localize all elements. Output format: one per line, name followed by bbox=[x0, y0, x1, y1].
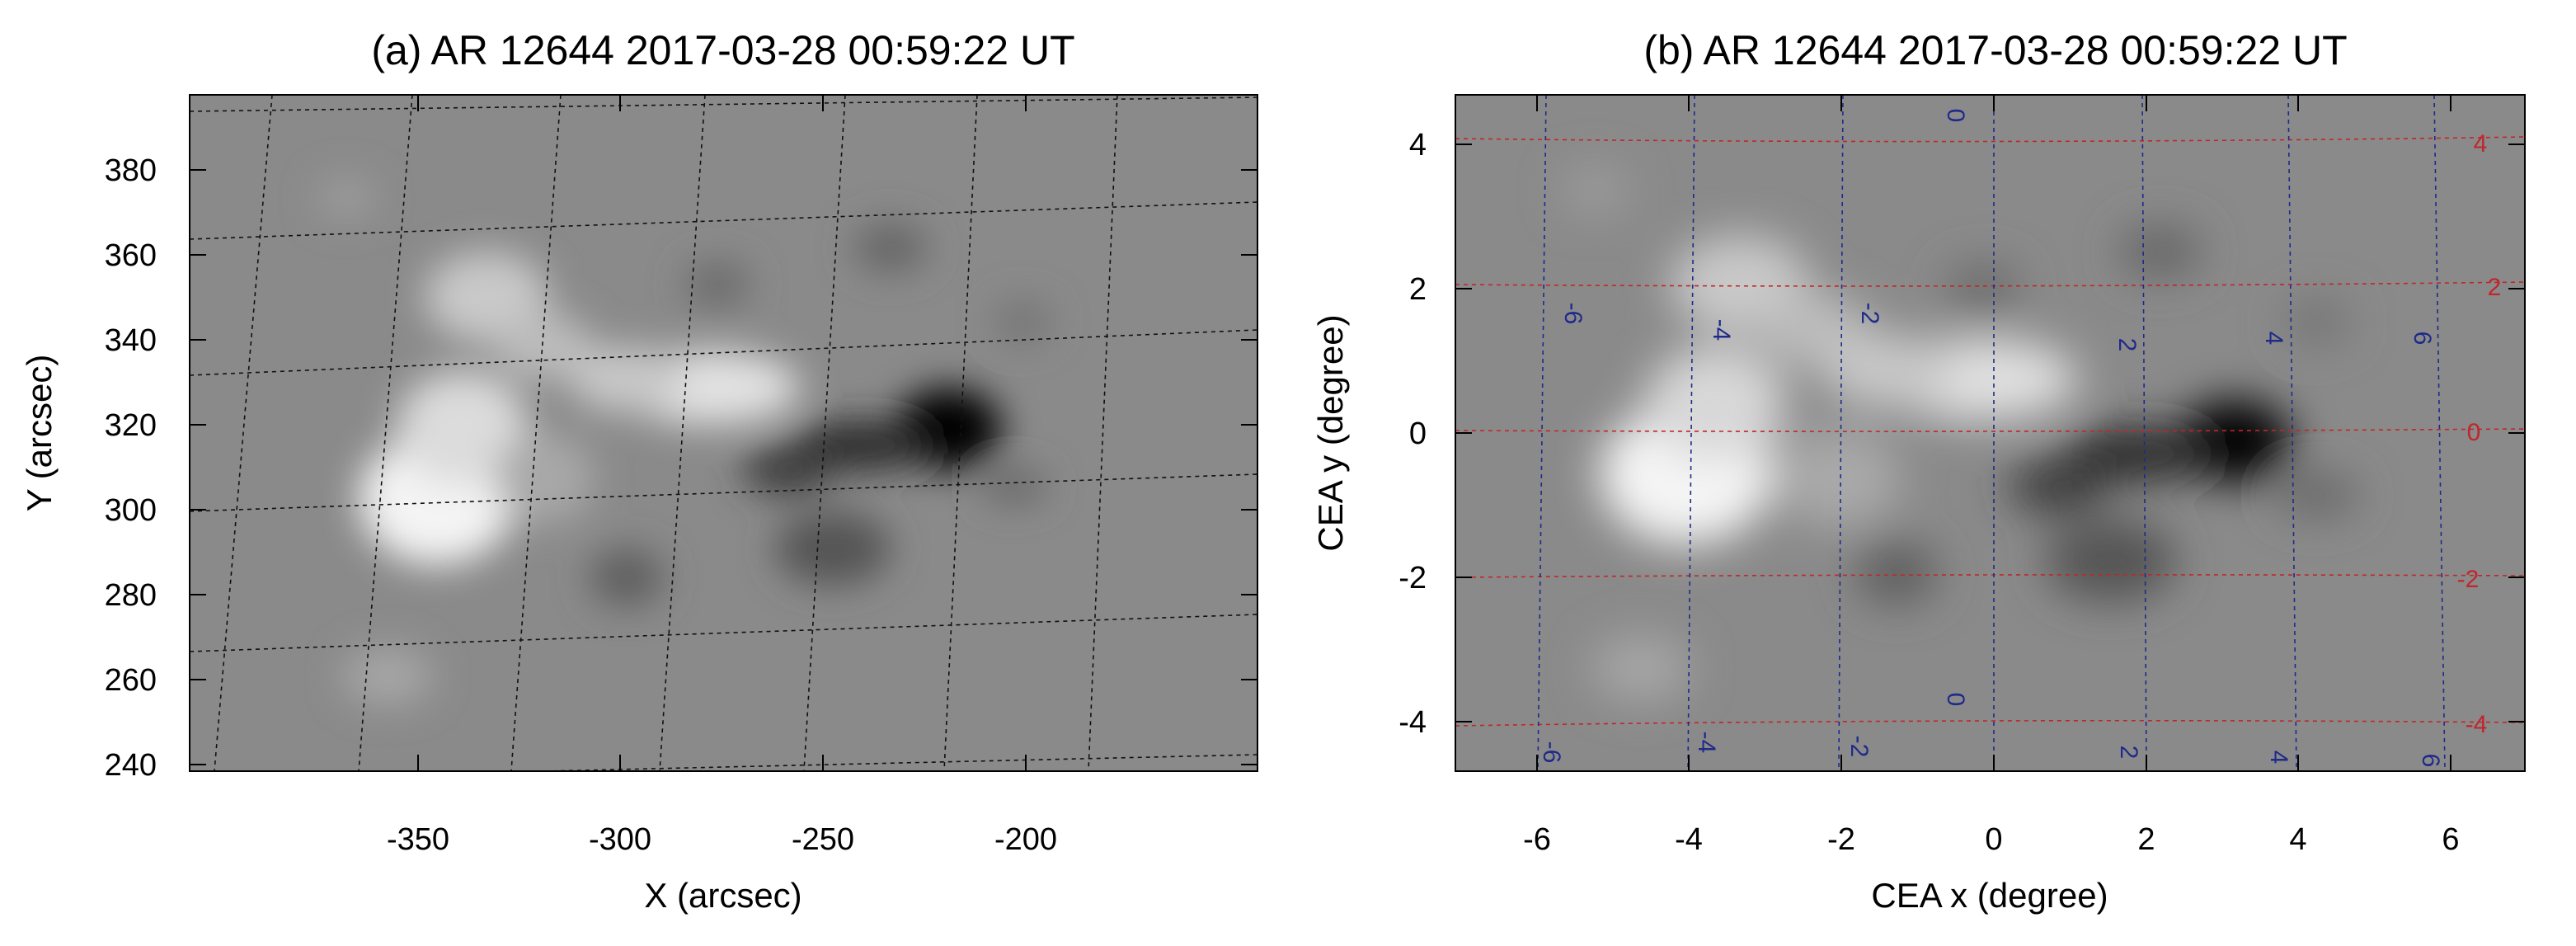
y-axis-label-a: Y (arcsec) bbox=[20, 355, 59, 512]
longitude-label-top: 6 bbox=[2409, 332, 2436, 346]
longitude-label-bottom: 0 bbox=[1942, 693, 1969, 707]
longitude-grid-b bbox=[1537, 95, 2446, 771]
latitude-label: 0 bbox=[2467, 419, 2481, 446]
x-tick-label-a: -350 bbox=[387, 822, 449, 857]
y-tick-label-a: 260 bbox=[105, 663, 157, 698]
x-tick-label-a: -250 bbox=[792, 822, 854, 857]
latitude-label: -4 bbox=[2466, 711, 2488, 738]
longitude-label-top: -2 bbox=[1856, 303, 1883, 325]
y-tick-label-b: 0 bbox=[1409, 417, 1427, 451]
longitude-label-top: 2 bbox=[2113, 338, 2141, 352]
x-tick-label-b: 2 bbox=[2137, 822, 2155, 857]
y-tick-label-a: 320 bbox=[105, 408, 157, 443]
y-tick-label-b: -2 bbox=[1398, 561, 1427, 595]
longitude-label-top: 4 bbox=[2260, 332, 2287, 346]
latitude-label: -2 bbox=[2457, 566, 2480, 593]
panel-b: (b) AR 12644 2017-03-28 00:59:22 UT bbox=[1311, 27, 2526, 915]
panel-a-title: (a) AR 12644 2017-03-28 00:59:22 UT bbox=[371, 27, 1074, 73]
longitude-label-bottom: 6 bbox=[2417, 754, 2444, 768]
y-tick-label-a: 380 bbox=[105, 153, 157, 188]
x-axis-label-b: CEA x (degree) bbox=[1871, 876, 2108, 915]
x-tick-label-a: -300 bbox=[589, 822, 651, 857]
panel-a: (a) AR 12644 2017-03-28 00:59:22 UT bbox=[20, 27, 1258, 915]
x-tick-label-b: 4 bbox=[2289, 822, 2306, 857]
x-tick-label-a: -200 bbox=[994, 822, 1057, 857]
longitude-label-bottom: 2 bbox=[2115, 746, 2142, 760]
heliographic-grid-a bbox=[190, 95, 1257, 771]
ticks-a bbox=[190, 95, 1257, 771]
x-tick-label-b: -2 bbox=[1827, 822, 1855, 857]
y-tick-label-a: 340 bbox=[105, 323, 157, 358]
longitude-label-top: -4 bbox=[1708, 319, 1735, 341]
y-tick-label-a: 280 bbox=[105, 578, 157, 613]
x-tick-label-b: -6 bbox=[1523, 822, 1551, 857]
y-tick-label-a: 360 bbox=[105, 238, 157, 273]
longitude-label-top: 0 bbox=[1942, 109, 1969, 123]
latitude-label: 2 bbox=[2488, 274, 2502, 301]
x-axis-label-a: X (arcsec) bbox=[644, 876, 801, 915]
y-tick-label-a: 240 bbox=[105, 748, 157, 783]
y-tick-label-b: 2 bbox=[1409, 272, 1427, 307]
y-axis-label-b: CEA y (degree) bbox=[1311, 314, 1350, 551]
y-tick-label-b: 4 bbox=[1409, 128, 1427, 162]
latitude-grid-b bbox=[1455, 136, 2525, 727]
longitude-label-bottom: -6 bbox=[1538, 741, 1565, 764]
plot-frame-a bbox=[189, 94, 1258, 772]
longitude-label-bottom: -4 bbox=[1693, 732, 1720, 754]
longitude-label-bottom: -2 bbox=[1845, 736, 1873, 758]
longitude-label-bottom: 4 bbox=[2265, 751, 2292, 765]
x-tick-label-b: 0 bbox=[1985, 822, 2002, 857]
ticks-b bbox=[1455, 95, 2525, 771]
latitude-label: 4 bbox=[2474, 130, 2488, 158]
magnetogram-image-a bbox=[190, 95, 1257, 771]
panel-b-title: (b) AR 12644 2017-03-28 00:59:22 UT bbox=[1643, 27, 2347, 73]
longitude-label-top: -6 bbox=[1559, 303, 1586, 325]
magnetogram-image-b bbox=[1455, 95, 2525, 771]
y-tick-label-a: 300 bbox=[105, 493, 157, 528]
x-tick-label-b: -4 bbox=[1675, 822, 1703, 857]
y-tick-label-b: -4 bbox=[1398, 705, 1427, 740]
x-tick-label-b: 6 bbox=[2442, 822, 2459, 857]
